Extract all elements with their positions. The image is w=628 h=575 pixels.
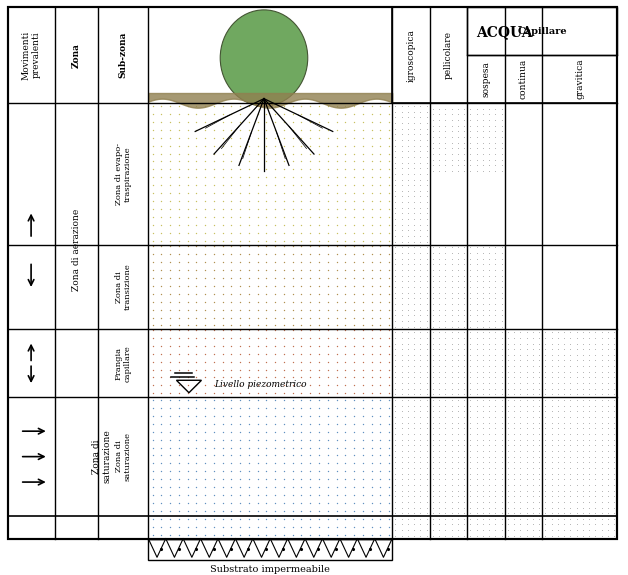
Bar bbox=[542, 329, 617, 539]
Text: Zona di
saturazione: Zona di saturazione bbox=[115, 432, 132, 481]
Bar bbox=[467, 244, 505, 539]
Text: Zona di evapo-
traspirazione: Zona di evapo- traspirazione bbox=[115, 143, 132, 205]
Bar bbox=[148, 539, 392, 560]
Ellipse shape bbox=[220, 10, 308, 106]
Text: Livello piezometrico: Livello piezometrico bbox=[215, 380, 307, 389]
Text: Movimenti
prevalenti: Movimenti prevalenti bbox=[21, 30, 41, 80]
Bar bbox=[148, 397, 392, 539]
Text: pellicolare: pellicolare bbox=[444, 31, 453, 79]
Text: Zona: Zona bbox=[72, 43, 81, 67]
Bar bbox=[467, 7, 617, 55]
Bar bbox=[148, 103, 392, 244]
Text: Sub-zona: Sub-zona bbox=[119, 32, 128, 78]
Bar bbox=[256, 103, 272, 106]
Text: Capillare: Capillare bbox=[517, 26, 567, 36]
Text: igroscopica: igroscopica bbox=[406, 29, 415, 82]
Bar bbox=[392, 7, 617, 103]
Text: continua: continua bbox=[519, 59, 528, 99]
Bar bbox=[505, 329, 542, 539]
Bar bbox=[430, 103, 467, 174]
Text: Zona di
saturazione: Zona di saturazione bbox=[92, 430, 111, 484]
Bar bbox=[467, 103, 505, 174]
Text: Frangia
capillare: Frangia capillare bbox=[115, 345, 132, 382]
Text: gravitica: gravitica bbox=[575, 59, 584, 99]
Text: ACQUA: ACQUA bbox=[477, 25, 533, 40]
Text: Zona di
transizione: Zona di transizione bbox=[115, 263, 132, 311]
Text: Substrato impermeabile: Substrato impermeabile bbox=[210, 565, 330, 574]
Bar bbox=[392, 103, 430, 539]
Text: Zona di aerazione: Zona di aerazione bbox=[72, 209, 81, 292]
Bar bbox=[148, 329, 392, 397]
Text: sospesa: sospesa bbox=[482, 61, 490, 97]
Bar bbox=[148, 244, 392, 329]
Bar bbox=[430, 244, 467, 539]
